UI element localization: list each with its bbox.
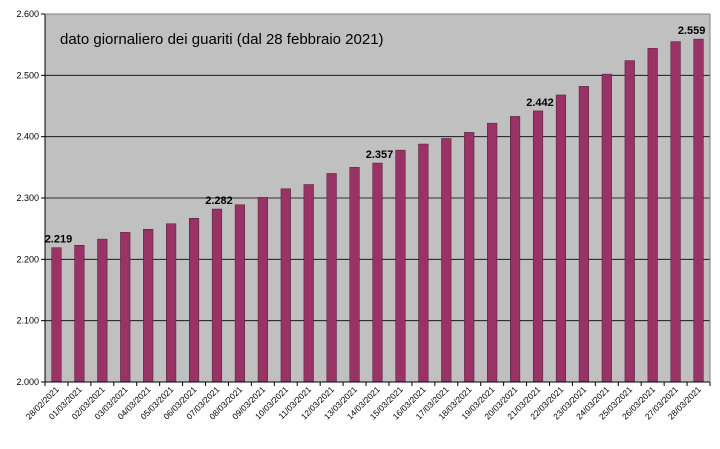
bar	[166, 223, 177, 383]
y-tick-label: 2.100	[16, 316, 39, 326]
y-tick-label: 2.600	[16, 9, 39, 19]
bar	[372, 162, 383, 383]
bar	[97, 238, 108, 383]
data-labels: 2.219 2.282 2.357 2.442 2.559	[45, 25, 706, 246]
bar	[280, 188, 291, 383]
bar	[601, 73, 612, 383]
bar	[326, 173, 337, 383]
y-tick-label: 2.400	[16, 132, 39, 142]
bar	[74, 244, 85, 383]
bar	[532, 110, 544, 383]
bar	[693, 38, 704, 383]
bar	[188, 217, 200, 383]
bar	[51, 247, 62, 383]
y-tick-label: 2.000	[16, 377, 39, 387]
bar	[257, 197, 268, 383]
bar	[395, 149, 406, 383]
bar	[670, 41, 681, 383]
bar	[211, 208, 223, 383]
data-label: 2.282	[205, 195, 233, 207]
bar	[464, 132, 475, 383]
bar	[418, 143, 429, 383]
bars	[51, 38, 704, 383]
bar	[647, 48, 658, 383]
bar	[120, 232, 131, 383]
y-tick-label: 2.500	[16, 70, 39, 80]
y-tick-label: 2.300	[16, 193, 39, 203]
bar	[624, 60, 635, 383]
bar	[303, 184, 314, 383]
bar	[143, 229, 154, 383]
data-label: 2.442	[526, 97, 554, 109]
data-label: 2.357	[366, 149, 394, 161]
bar	[555, 94, 567, 383]
bar	[578, 86, 589, 383]
chart-title: dato giornaliero dei guariti (dal 28 feb…	[60, 31, 384, 48]
data-label: 2.559	[678, 25, 706, 37]
bar	[349, 167, 360, 383]
y-tick-label: 2.200	[16, 254, 39, 264]
bar	[234, 204, 245, 383]
bar	[441, 138, 452, 383]
data-label: 2.219	[45, 234, 73, 246]
bar	[510, 116, 521, 383]
bar	[487, 122, 498, 383]
